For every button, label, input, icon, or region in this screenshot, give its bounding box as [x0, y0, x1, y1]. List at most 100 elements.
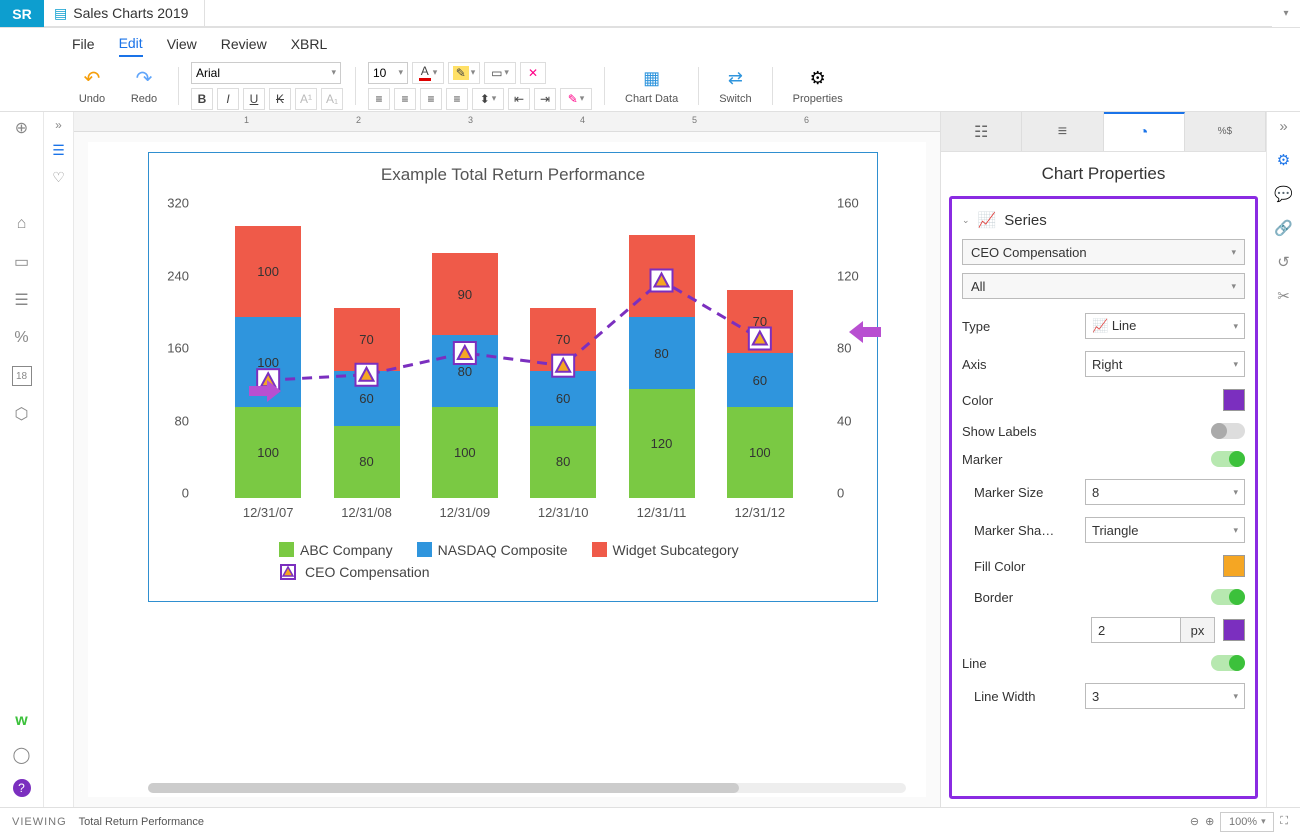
- menu-xbrl[interactable]: XBRL: [291, 32, 328, 56]
- link-icon[interactable]: 🔗: [1274, 219, 1293, 237]
- outline-icon[interactable]: ☰: [52, 142, 65, 159]
- subscript-button[interactable]: A₁: [321, 88, 343, 110]
- tab-align[interactable]: ≡: [1022, 112, 1103, 151]
- user-icon[interactable]: ◯: [12, 745, 32, 765]
- tab-outline[interactable]: ☷: [941, 112, 1022, 151]
- toolbar: ↶ Undo ↷ Redo Arial▾ B I U K A¹ A₁ 10▾: [0, 60, 1300, 112]
- color-swatch[interactable]: [1223, 389, 1245, 411]
- showlabels-toggle[interactable]: [1211, 423, 1245, 439]
- border-toggle[interactable]: [1211, 589, 1245, 605]
- redo-group: ↷ Redo: [122, 67, 166, 105]
- properties-group[interactable]: ⚙ Properties: [785, 67, 851, 105]
- folder-icon[interactable]: ▭: [12, 252, 32, 272]
- archive-icon[interactable]: ☰: [12, 290, 32, 310]
- axis-select[interactable]: Right▾: [1085, 351, 1245, 377]
- filter-select[interactable]: All▾: [962, 273, 1245, 299]
- chart-data-group[interactable]: ▦ Chart Data: [617, 67, 686, 105]
- app-badge[interactable]: SR: [0, 0, 44, 27]
- gear-icon-rail[interactable]: ⚙: [1277, 151, 1290, 169]
- align-right-button[interactable]: ≡: [420, 88, 442, 110]
- titlebar-menu-dropdown[interactable]: ▾: [1272, 0, 1300, 27]
- font-color-button[interactable]: A▾: [412, 62, 444, 84]
- help-icon[interactable]: ?: [13, 779, 31, 797]
- comment-icon[interactable]: 💬: [1274, 185, 1293, 203]
- zoom-select[interactable]: 100% ▾: [1220, 812, 1274, 832]
- arrow-left-indicator: [249, 380, 281, 402]
- menu-view[interactable]: View: [167, 32, 197, 56]
- favorite-icon[interactable]: ♡: [52, 169, 65, 186]
- line-toggle[interactable]: [1211, 655, 1245, 671]
- collapse-icon[interactable]: »: [55, 118, 62, 132]
- switch-group[interactable]: ⇄ Switch: [711, 67, 759, 105]
- series-select[interactable]: CEO Compensation▾: [962, 239, 1245, 265]
- zoom-in-icon[interactable]: ⊕: [1205, 815, 1214, 828]
- percent-icon[interactable]: %: [12, 328, 32, 348]
- line-label: Line: [962, 656, 1211, 671]
- tab-format[interactable]: %$: [1185, 112, 1266, 151]
- calendar-icon[interactable]: 18: [12, 366, 32, 386]
- markershape-select[interactable]: Triangle▾: [1085, 517, 1245, 543]
- chevron-down-icon: ⌄: [962, 215, 970, 226]
- menu-file[interactable]: File: [72, 32, 95, 56]
- left-rail: ⊕ ⌂ ▭ ☰ % 18 ⬡ w ◯ ?: [0, 112, 44, 807]
- undo-label: Undo: [79, 93, 105, 105]
- undo-icon[interactable]: ↶: [78, 67, 106, 91]
- bordercolor-swatch[interactable]: [1223, 619, 1245, 641]
- showlabels-label: Show Labels: [962, 424, 1211, 439]
- chart[interactable]: Example Total Return Performance 0801602…: [148, 152, 878, 602]
- border-label: Border: [974, 590, 1211, 605]
- type-select[interactable]: 📈 Line▾: [1085, 313, 1245, 339]
- expand-icon[interactable]: »: [1279, 118, 1287, 135]
- page[interactable]: Example Total Return Performance 0801602…: [88, 142, 926, 797]
- strike-button[interactable]: K: [269, 88, 291, 110]
- tab-chart[interactable]: ◔: [1104, 112, 1185, 151]
- w-icon[interactable]: w: [12, 711, 32, 731]
- canvas-area: 1 2 3 4 5 6 Example Total Return Perform…: [74, 112, 940, 807]
- font-select[interactable]: Arial▾: [191, 62, 341, 84]
- indent-inc-button[interactable]: ⇥: [534, 88, 556, 110]
- underline-button[interactable]: U: [243, 88, 265, 110]
- markersize-select[interactable]: 8▾: [1085, 479, 1245, 505]
- gear-icon: ⚙: [804, 67, 832, 91]
- color-label: Color: [962, 393, 1223, 408]
- add-icon[interactable]: ⊕: [12, 118, 32, 138]
- document-tab[interactable]: ▤ Sales Charts 2019: [44, 0, 205, 27]
- marker-label: Marker: [962, 452, 1211, 467]
- superscript-button[interactable]: A¹: [295, 88, 317, 110]
- legend: ABC CompanyNASDAQ CompositeWidget Subcat…: [279, 542, 763, 584]
- history-icon[interactable]: ↺: [1277, 253, 1290, 271]
- align-center-button[interactable]: ≡: [394, 88, 416, 110]
- italic-button[interactable]: I: [217, 88, 239, 110]
- highlight-button[interactable]: ✎▾: [448, 62, 480, 84]
- menu-review[interactable]: Review: [221, 32, 267, 56]
- title-bar: SR ▤ Sales Charts 2019 ▾: [0, 0, 1300, 28]
- series-section-header[interactable]: ⌄ 📈 Series: [962, 207, 1245, 239]
- format-paint-button[interactable]: ✎▾: [560, 88, 592, 110]
- clear-format-button[interactable]: ✕: [520, 62, 546, 84]
- redo-icon[interactable]: ↷: [130, 67, 158, 91]
- marker-toggle[interactable]: [1211, 451, 1245, 467]
- ruler: 1 2 3 4 5 6: [74, 112, 940, 132]
- zoom-out-icon[interactable]: ⊖: [1190, 815, 1199, 828]
- borderwidth-input[interactable]: 2: [1091, 617, 1181, 643]
- border-button[interactable]: ▭▾: [484, 62, 516, 84]
- font-size-select[interactable]: 10▾: [368, 62, 408, 84]
- bold-button[interactable]: B: [191, 88, 213, 110]
- chart-title: Example Total Return Performance: [149, 153, 877, 193]
- valign-button[interactable]: ⬍▾: [472, 88, 504, 110]
- chart-data-icon: ▦: [638, 67, 666, 91]
- menu-edit[interactable]: Edit: [119, 31, 143, 57]
- fullscreen-icon[interactable]: ⛶: [1280, 815, 1288, 828]
- linewidth-label: Line Width: [974, 689, 1085, 704]
- align-left-button[interactable]: ≡: [368, 88, 390, 110]
- align-justify-button[interactable]: ≡: [446, 88, 468, 110]
- shield-icon[interactable]: ⬡: [12, 404, 32, 424]
- fillcolor-swatch[interactable]: [1223, 555, 1245, 577]
- linewidth-select[interactable]: 3▾: [1085, 683, 1245, 709]
- status-doc: Total Return Performance: [79, 816, 204, 828]
- cut-icon[interactable]: ✂: [1277, 287, 1290, 305]
- indent-dec-button[interactable]: ⇤: [508, 88, 530, 110]
- chart-line-icon: 📈: [978, 211, 997, 229]
- home-icon[interactable]: ⌂: [12, 214, 32, 234]
- horizontal-scrollbar[interactable]: [148, 783, 906, 793]
